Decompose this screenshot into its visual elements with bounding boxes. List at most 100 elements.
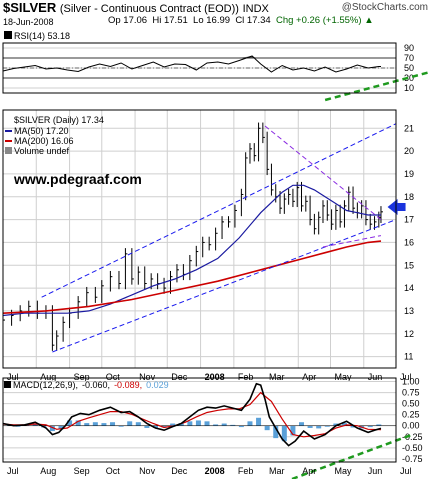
macd-histogram-bar [221,423,227,426]
triangle-bottom-trendline [322,235,382,248]
macd-x-tick-label: Jul [400,466,412,476]
price-arrow-icon [387,199,406,216]
macd-histogram-bar [281,425,287,442]
exchange: INDX [242,3,269,15]
rsi-support-trendline [324,70,431,102]
macd-histogram-bar [127,421,133,426]
rsi-y-tick-label: 10 [404,83,414,93]
macd-histogram-bar [84,423,90,426]
macd-x-tick-label: Oct [106,466,121,476]
volume-legend-label: Volume undef [14,146,70,156]
macd-histogram-bar [273,425,279,439]
price-panel-frame [2,109,397,369]
macd-x-tick-label: Jun [368,466,383,476]
macd-histogram-bar [367,425,373,428]
price-x-tick-label: Jul [400,372,412,382]
macd-histogram-bar [178,423,184,426]
macd-signal-legend-value: -0.089, [114,380,142,390]
macd-histogram-bar [135,422,141,426]
price-x-tick-label: Nov [139,372,156,382]
change-value: Chg +0.26 (+1.55%) [275,15,362,26]
macd-x-tick-label: 2008 [205,466,225,476]
macd-x-tick-label: Jul [7,466,19,476]
macd-histogram-bar [204,421,210,426]
macd-histogram-bar [247,421,253,426]
rsi-line [2,55,381,73]
macd-histogram-bar [299,422,305,426]
macd-histogram-bar [213,424,219,426]
macd-y-tick-label: -0.75 [402,454,423,464]
price-y-tick-label: 15 [404,260,414,270]
channel-upper-trendline [41,123,397,298]
price-y-tick-label: 16 [404,237,414,247]
ma200-legend-label: MA(200) 16.06 [14,136,74,146]
symbol: $SILVER [3,0,57,15]
macd-y-tick-label: 1.00 [402,377,420,387]
high-value: Hi 17.51 [152,15,188,26]
macd-x-tick-label: May [335,466,353,476]
macd-histogram-bar [350,425,356,428]
price-y-tick-label: 18 [404,192,414,202]
watermark-text: www.pdegraaf.com [13,171,142,187]
ma200-line [2,240,382,314]
ma50-line [2,184,381,317]
macd-histogram-bar [67,420,73,426]
ma50-legend-label: MA(50) 17.20 [14,126,69,136]
brand-logo[interactable]: @StockCharts.com [341,2,428,13]
macd-histogram-bar [152,425,158,428]
rsi-legend-label: RSI(14) 53.18 [14,31,70,41]
price-y-tick-label: 13 [404,306,414,316]
macd-histogram-bar [324,425,330,427]
macd-y-tick-label: 0.50 [402,399,420,409]
rsi-panel-frame [2,42,397,94]
macd-histogram-bar [15,425,21,427]
macd-histogram-bar [376,424,382,426]
chart-date: 18-Jun-2008 [3,17,54,27]
macd-histogram-bar [316,425,322,429]
volume-legend-swatch [5,147,12,154]
macd-x-tick-label: Dec [171,466,188,476]
price-x-tick-label: Feb [238,372,254,382]
rsi-y-tick-label: 30 [404,73,414,83]
price-x-tick-label: Sep [74,372,90,382]
rsi-legend-swatch [4,31,12,39]
price-x-tick-label: 2008 [205,372,225,382]
macd-histogram-bar [264,425,270,431]
macd-legend-label: MACD(12,26,9), [13,380,78,390]
macd-legend-swatch [4,381,11,388]
macd-y-tick-label: 0.00 [402,421,420,431]
price-y-tick-label: 14 [404,283,414,293]
macd-histogram-bar [238,425,244,428]
macd-histogram-bar [118,425,124,427]
macd-histogram-bar [92,422,98,426]
price-x-tick-label: Dec [171,372,188,382]
price-y-tick-label: 19 [404,169,414,179]
macd-signal-line [2,391,382,438]
macd-y-tick-label: 0.75 [402,388,420,398]
macd-x-tick-label: Mar [269,466,285,476]
price-x-tick-label: Aug [40,372,56,382]
macd-histogram-bar [49,425,55,432]
macd-histogram-bar [161,425,167,428]
macd-histogram-bar [195,420,201,426]
macd-x-tick-label: Sep [74,466,90,476]
price-y-tick-label: 11 [404,352,413,362]
rsi-y-tick-label: 50 [404,63,414,73]
change-arrow-icon: ▲ [364,15,374,26]
macd-y-tick-label: 0.25 [402,410,420,420]
price-x-tick-label: Apr [302,372,316,382]
rsi-y-tick-label: 70 [404,53,414,63]
macd-x-tick-label: Nov [139,466,156,476]
macd-histogram-bar [187,421,193,426]
macd-histogram-bar [32,423,38,426]
price-y-tick-label: 20 [404,146,414,156]
symbol-description: (Silver - Continuous Contract (EOD)) [59,3,239,15]
open-value: Op 17.06 [108,15,148,26]
macd-histogram-bar [341,423,347,426]
price-y-tick-label: 21 [404,123,414,133]
macd-line-legend-value: -0.060, [82,380,110,390]
macd-line [2,382,382,447]
macd-histogram-bar [230,424,236,426]
